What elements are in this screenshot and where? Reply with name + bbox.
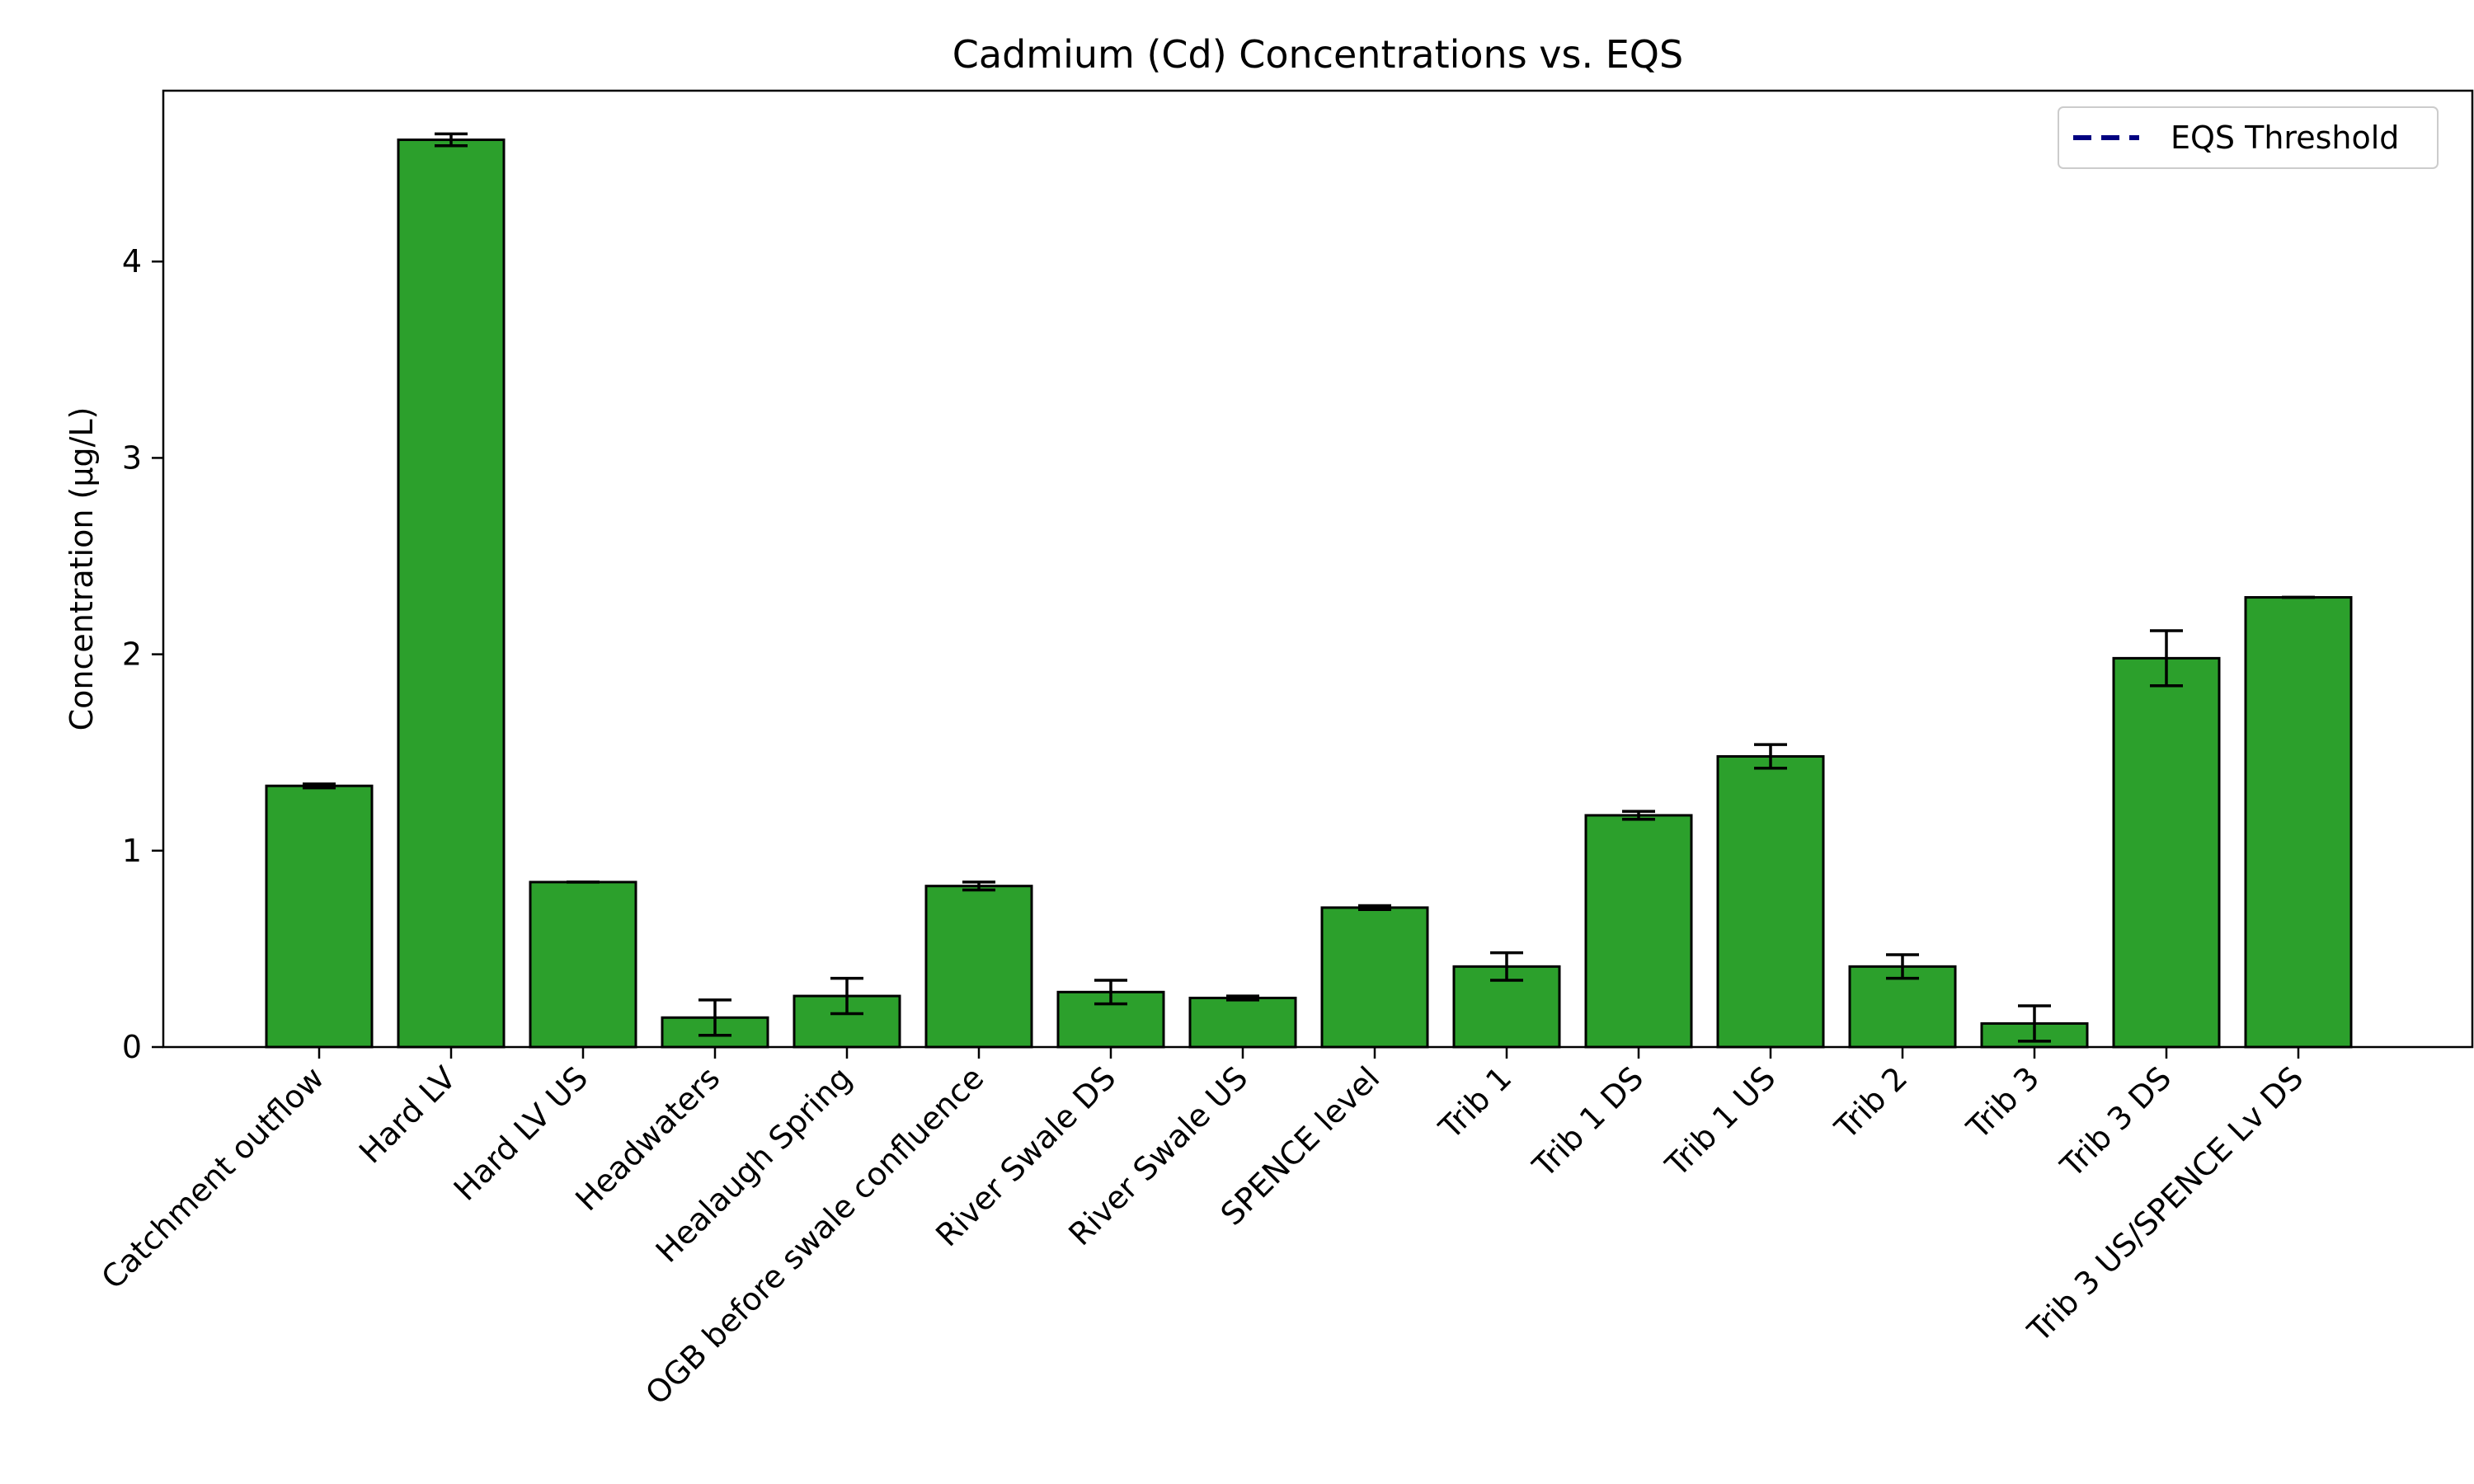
y-tick-label: 2 (122, 636, 142, 673)
bar (1188, 996, 1297, 1049)
y-axis-label: Concentration (µg/L) (63, 407, 100, 731)
bars-group (265, 139, 2353, 1049)
x-tick-label: Trib 3 (1959, 1059, 2046, 1146)
legend: EQS Threshold (2058, 106, 2439, 169)
y-ticks-group: 0 1 2 3 4 (122, 243, 163, 1065)
bar (265, 784, 374, 1049)
x-tick-label: Trib 1 US (1658, 1059, 1783, 1184)
chart-title: Cadmium (Cd) Concentrations vs. EQS (952, 32, 1683, 77)
bar (2112, 656, 2221, 1049)
y-tick-label: 1 (122, 833, 142, 869)
x-tick-label: Trib 2 (1827, 1059, 1914, 1146)
bar (1452, 965, 1561, 1049)
x-tick-label: Trib 1 (1432, 1059, 1518, 1146)
plot-frame (162, 89, 2474, 1049)
legend-eqs-label: EQS Threshold (2171, 120, 2399, 156)
x-tick-label: Trib 3 DS (2053, 1059, 2179, 1185)
bar (2244, 596, 2353, 1049)
y-tick-label: 4 (122, 243, 142, 279)
y-tick-label: 0 (122, 1029, 142, 1065)
bar (1584, 814, 1693, 1049)
bar (397, 139, 506, 1049)
y-tick-label: 3 (122, 439, 142, 476)
bar (529, 881, 637, 1049)
x-tick-label: Hard LV (352, 1059, 463, 1170)
error-bars-group (303, 132, 2315, 1043)
x-tick-label: Catchment outflow (95, 1059, 332, 1296)
legend-box (2058, 106, 2439, 169)
bar (924, 885, 1033, 1049)
bar (1320, 906, 1429, 1049)
x-tick-label: Trib 1 DS (1526, 1059, 1651, 1185)
bar (1716, 754, 1825, 1049)
x-tick-label: Trib 3 US/SPENCE Lv DS (2020, 1059, 2311, 1350)
x-tick-label: Hard LV US (447, 1059, 595, 1208)
